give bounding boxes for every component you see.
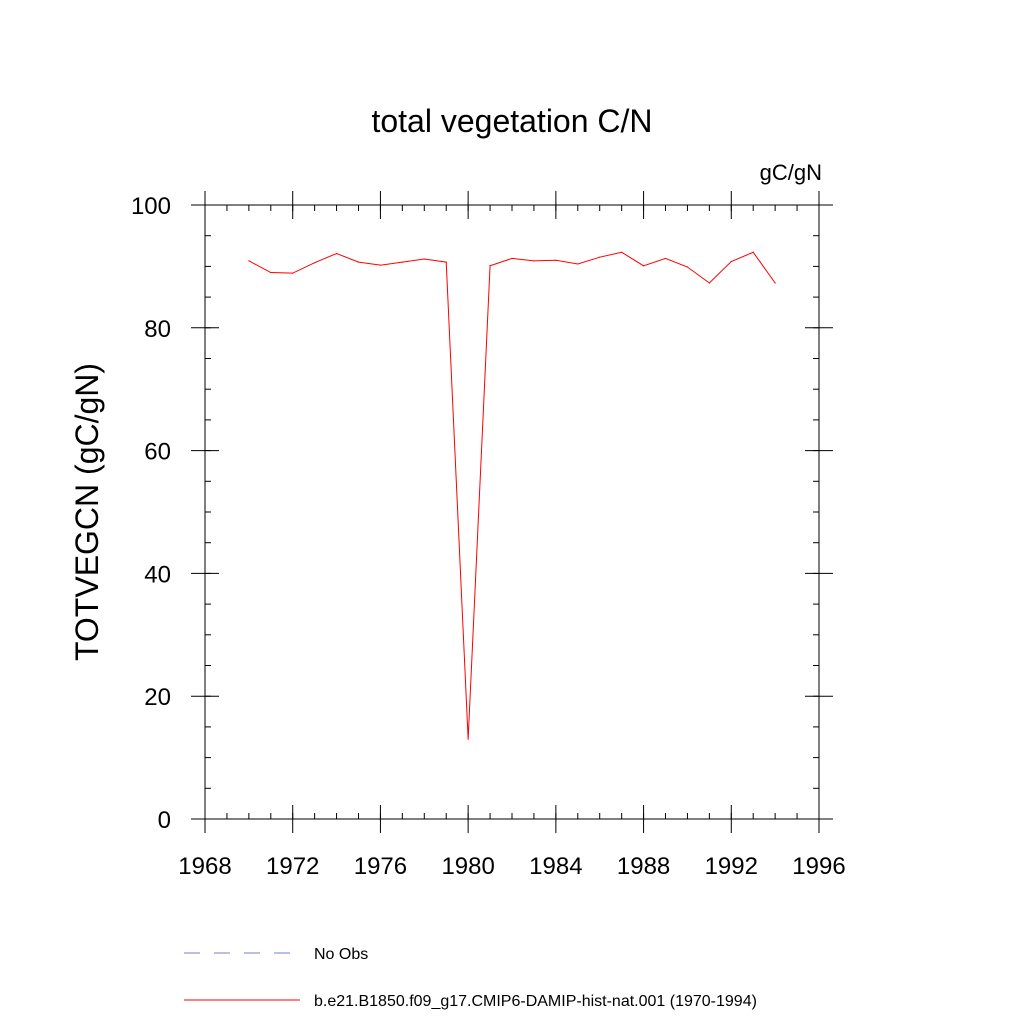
data-point [774,282,776,284]
data-point [577,263,579,265]
data-point [599,256,601,258]
data-point [292,272,294,274]
data-point [533,260,535,262]
data-point [379,264,382,266]
legend: No Obs b.e21.B1850.f09_g17.CMIP6-DAMIP-hi… [184,946,757,1010]
data-point [357,261,360,263]
data-point [555,259,557,261]
x-tick-label: 1976 [354,853,407,880]
y-tick-label: 0 [158,807,171,834]
data-point [621,251,623,253]
data-point [248,260,250,262]
legend-label-0: No Obs [314,946,368,963]
y-tick-label: 20 [144,684,171,711]
data-point [489,265,491,267]
data-point [314,262,316,264]
units-label: gC/gN [760,160,822,185]
series-line-0 [248,251,776,740]
data-point [270,271,272,274]
data-point [401,261,403,263]
y-tick-label: 60 [144,439,171,466]
y-axis-label: TOTVEGCN (gC/gN) [69,363,105,661]
plot-frame [204,204,820,820]
data-point [445,261,447,263]
data-point [335,252,338,255]
x-tick-label: 1988 [617,853,670,880]
y-tick-label: 40 [144,561,171,588]
data-point [664,257,667,260]
axis-ticks [191,191,833,833]
data-point [686,266,689,268]
data-point [423,258,425,260]
x-tick-label: 1996 [792,853,845,880]
data-point [511,257,513,260]
x-tick-label: 1972 [266,853,319,880]
y-tick-label: 80 [144,316,171,343]
data-point [730,260,732,263]
data-point [708,282,710,284]
legend-label-1: b.e21.B1850.f09_g17.CMIP6-DAMIP-hist-nat… [314,993,757,1010]
data-point [467,738,469,740]
axis-tick-labels: 1968 1972 1976 1980 1984 1988 1992 1996 0 20 40 60 8… [131,193,846,880]
chart-title: total vegetation C/N [371,103,652,139]
y-tick-label: 100 [131,193,171,220]
x-tick-label: 1984 [529,853,582,880]
data-point [752,251,754,253]
series-layer [248,251,776,740]
x-tick-label: 1980 [441,853,494,880]
x-tick-label: 1992 [705,853,758,880]
x-tick-label: 1968 [178,853,231,880]
data-point [642,265,645,267]
